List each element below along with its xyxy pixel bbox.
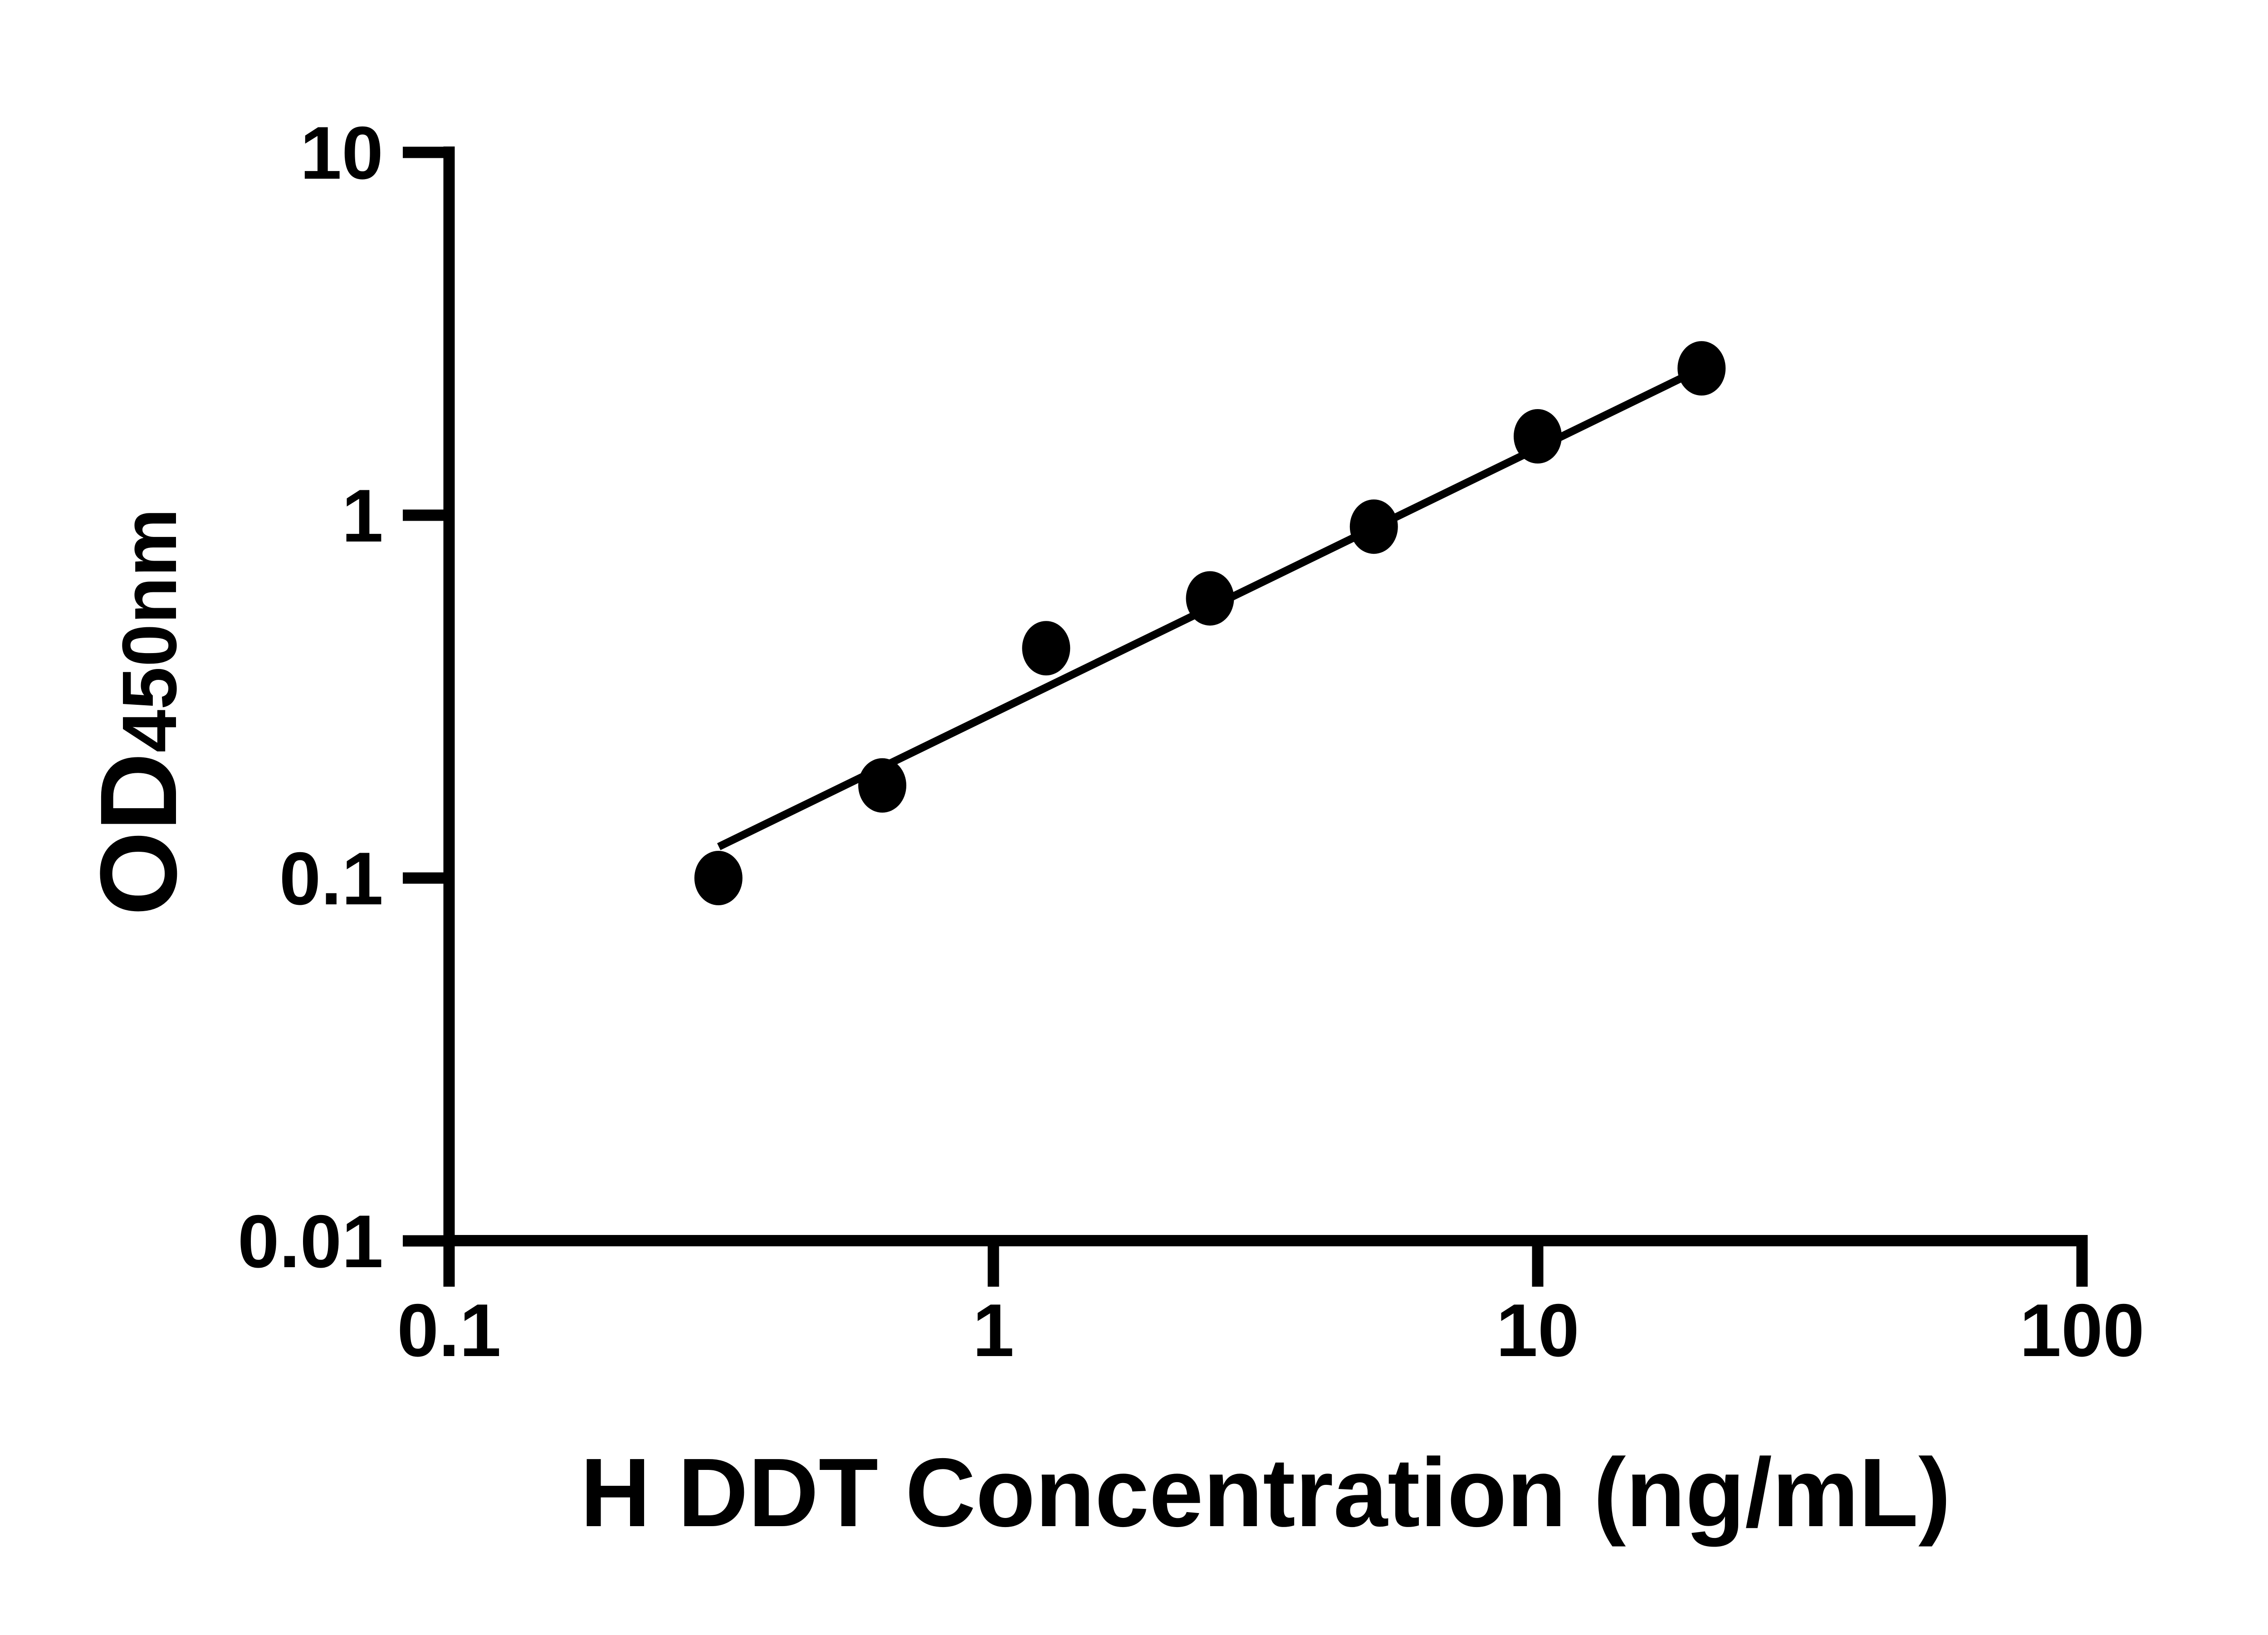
data-point <box>694 851 743 905</box>
x-axis-tick-labels: 0.1 1 10 100 <box>397 1288 2144 1372</box>
y-axis-ticks <box>403 146 455 1247</box>
y-tick-label: 1 <box>342 474 383 557</box>
data-point <box>858 758 907 813</box>
x-axis-ticks <box>443 1235 2088 1287</box>
data-point <box>1514 409 1562 464</box>
data-points-layer <box>694 341 1726 905</box>
y-axis-title-main: OD <box>78 752 199 916</box>
axes <box>443 146 2087 1246</box>
x-tick-label: 100 <box>2019 1288 2144 1372</box>
data-point <box>1186 571 1234 626</box>
y-tick-label: 0.01 <box>238 1200 383 1283</box>
x-axis-title: H DDT Concentration (ng/mL) <box>580 1438 1951 1547</box>
y-tick-label: 0.1 <box>279 837 383 920</box>
data-point <box>1677 341 1726 396</box>
x-tick-label: 0.1 <box>397 1288 501 1372</box>
y-tick-label: 10 <box>300 111 383 195</box>
x-tick-label: 1 <box>973 1288 1014 1372</box>
data-point <box>1349 499 1398 554</box>
y-axis-title: OD450nm <box>78 508 199 916</box>
data-point <box>1022 621 1070 676</box>
y-axis-title-sub: 450nm <box>107 508 193 753</box>
x-tick-label: 10 <box>1496 1288 1579 1372</box>
y-axis-tick-labels: 0.01 0.1 1 10 <box>238 111 383 1283</box>
